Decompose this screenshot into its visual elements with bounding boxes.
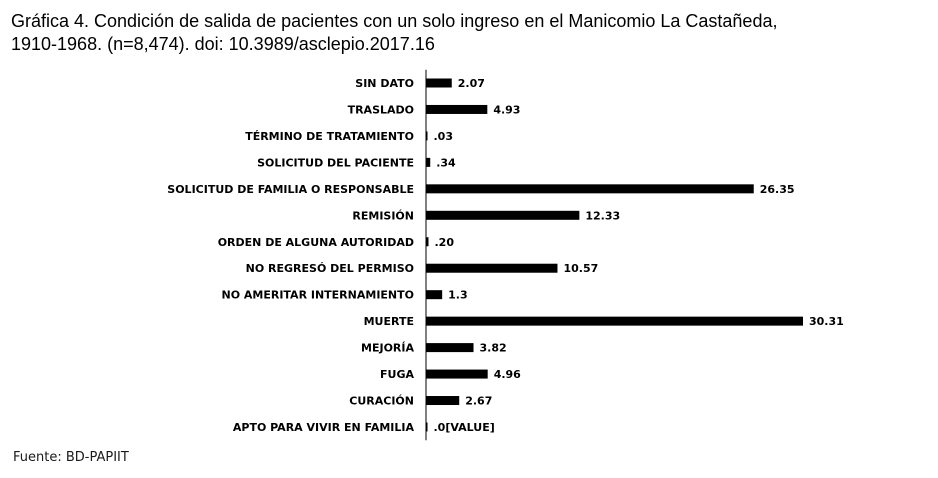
bar xyxy=(426,290,443,300)
source-note: Fuente: BD-PAPIIT xyxy=(13,450,129,465)
data-label: 10.57 xyxy=(563,262,598,275)
chart-title: Gráfica 4. Condición de salida de pacien… xyxy=(11,10,911,56)
category-label: FUGA xyxy=(380,368,414,381)
category-labels-group: SIN DATO TRASLADO TÉRMINO DE TRATAMIENTO SO… xyxy=(167,77,414,434)
data-label: 2.67 xyxy=(465,395,492,408)
data-label: 3.82 xyxy=(480,342,507,355)
category-label: MEJORÍA xyxy=(361,342,414,355)
data-label: .34 xyxy=(436,156,456,169)
category-label: SOLICITUD DE FAMILIA O RESPONSABLE xyxy=(167,183,414,196)
chart-title-line-2: 1910-1968. (n=8,474). doi: 10.3989/ascle… xyxy=(11,34,435,54)
bar xyxy=(426,263,558,273)
data-label: 4.93 xyxy=(493,103,520,116)
chart-title-line-1: Gráfica 4. Condición de salida de pacien… xyxy=(11,11,778,31)
category-label: CURACIÓN xyxy=(349,395,414,408)
bar-chart: SIN DATO TRASLADO TÉRMINO DE TRATAMIENTO SO… xyxy=(167,69,844,441)
bar xyxy=(426,237,429,247)
data-label: .20 xyxy=(434,236,454,249)
bar xyxy=(426,422,428,432)
data-label: .0[VALUE] xyxy=(434,421,495,434)
category-label: REMISIÓN xyxy=(352,209,414,222)
bar xyxy=(426,131,428,141)
category-label: NO AMERITAR INTERNAMIENTO xyxy=(221,289,414,302)
category-label: ORDEN DE ALGUNA AUTORIDAD xyxy=(218,236,414,249)
category-label: NO REGRESÓ DEL PERMISO xyxy=(246,262,414,275)
bar xyxy=(426,316,803,326)
category-label: TÉRMINO DE TRATAMIENTO xyxy=(245,130,414,143)
category-label: APTO PARA VIVIR EN FAMILIA xyxy=(233,421,415,434)
data-label: 4.96 xyxy=(494,368,521,381)
bar xyxy=(426,104,488,114)
bar xyxy=(426,78,452,88)
data-labels-group: 2.07 4.93 .03 .34 26.35 12.33 .20 10.57 1.3 30.31… xyxy=(434,77,844,434)
data-label: .03 xyxy=(434,130,454,143)
bar xyxy=(426,210,580,220)
bar xyxy=(426,396,460,406)
bars-group xyxy=(426,78,803,432)
data-label: 2.07 xyxy=(458,77,485,90)
bar xyxy=(426,157,431,167)
bar xyxy=(426,184,754,194)
data-label: 12.33 xyxy=(585,209,620,222)
category-label: SOLICITUD DEL PACIENTE xyxy=(257,156,414,169)
bar xyxy=(426,369,488,379)
data-label: 26.35 xyxy=(760,183,795,196)
category-label: SIN DATO xyxy=(355,77,414,90)
bar xyxy=(426,343,474,353)
category-label: MUERTE xyxy=(364,315,414,328)
category-label: TRASLADO xyxy=(348,103,414,116)
data-label: 30.31 xyxy=(809,315,844,328)
data-label: 1.3 xyxy=(448,289,468,302)
